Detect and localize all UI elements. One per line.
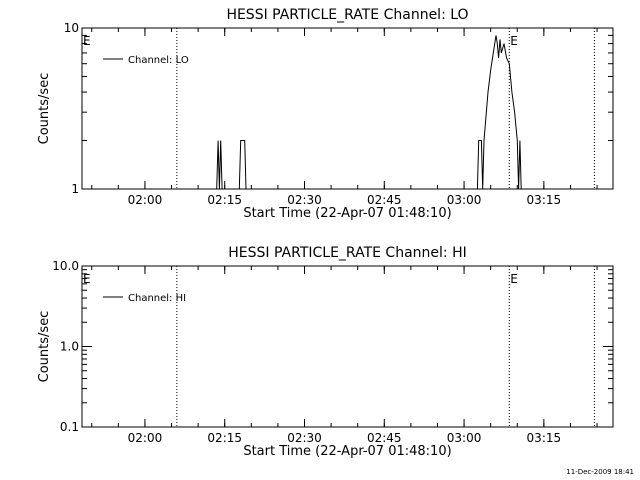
time-marker-label: E: [510, 34, 518, 48]
chart-panel-2: HESSI PARTICLE_RATE Channel: HI 02:00 02:1…: [37, 245, 614, 459]
x-tick-label: 02:45: [367, 431, 402, 445]
x-tick-label: 03:15: [527, 431, 562, 445]
series-line: [216, 35, 522, 190]
x-tick-label: 02:15: [207, 193, 242, 207]
y-axis-label: Counts/sec: [37, 311, 52, 383]
left-marker-label: E: [83, 34, 91, 48]
chart-title: HESSI PARTICLE_RATE Channel: HI: [228, 245, 466, 261]
y-tick-label: 1: [71, 182, 79, 196]
x-tick-label: 02:00: [128, 193, 163, 207]
x-tick-label: 02:15: [207, 431, 242, 445]
x-axis-label: Start Time (22-Apr-07 01:48:10): [243, 206, 451, 221]
y-tick-label: 1.0: [60, 340, 79, 354]
left-marker-label: E: [83, 272, 91, 286]
plot-frame: [81, 27, 614, 190]
x-tick-label: 02:30: [287, 431, 322, 445]
x-tick-label: 02:45: [367, 193, 402, 207]
x-tick-label: 03:00: [447, 193, 482, 207]
x-axis-label: Start Time (22-Apr-07 01:48:10): [243, 444, 451, 459]
x-tick-label: 03:15: [527, 193, 562, 207]
y-tick-label: 10: [64, 21, 79, 35]
x-tick-label: 02:00: [128, 431, 163, 445]
plot-frame: [81, 265, 614, 428]
chart-title: HESSI PARTICLE_RATE Channel: LO: [226, 7, 468, 23]
footer-timestamp: 11-Dec-2009 18:41: [566, 468, 634, 476]
x-tick-label: 03:00: [447, 431, 482, 445]
legend-label: Channel: HI: [128, 293, 186, 304]
y-tick-label: 10.0: [52, 259, 79, 273]
x-tick-label: 02:30: [287, 193, 322, 207]
y-axis-label: Counts/sec: [37, 73, 52, 145]
y-tick-label: 0.1: [60, 420, 79, 434]
chart-panel-1: HESSI PARTICLE_RATE Channel: LO 02:00 02:1…: [37, 7, 614, 221]
legend-label: Channel: LO: [128, 55, 189, 66]
time-marker-label: E: [510, 272, 518, 286]
